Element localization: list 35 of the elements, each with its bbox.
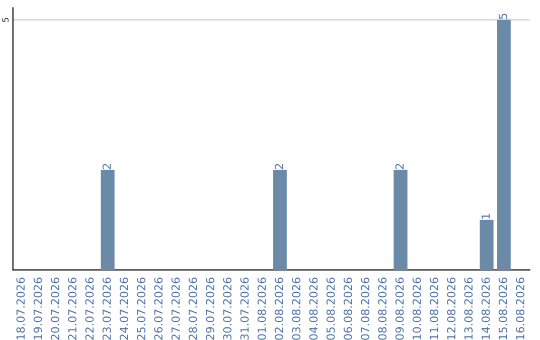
x-tick-label: 23.07.2026 [102,278,111,340]
data-label: 1 [482,214,490,219]
x-tick-label: 29.07.2026 [206,278,214,340]
x-tick-label: 12.08.2026 [447,278,456,340]
x-tick-label: 31.07.2026 [240,278,249,340]
x-tick-label: 22.07.2026 [85,278,94,340]
x-tick-label: 28.07.2026 [188,278,198,340]
data-label: 2 [102,164,111,170]
x-tick-label: 03.08.2026 [292,278,300,340]
x-tick-label: 14.08.2026 [481,278,490,340]
x-tick-label: 09.08.2026 [395,278,404,340]
x-tick-label: 08.08.2026 [378,278,387,340]
x-tick-label: 25.07.2026 [136,278,146,340]
x-tick-label: 16.08.2026 [516,278,524,340]
x-tick-label: 24.07.2026 [120,278,128,340]
x-tick-label: 21.07.2026 [68,278,76,340]
x-tick-label: 10.08.2026 [412,278,421,340]
x-tick-label: 19.07.2026 [34,278,42,340]
x-tick-label: 05.08.2026 [326,278,335,340]
x-tick-label: 27.07.2026 [171,278,180,340]
x-tick-label: 18.07.2026 [16,278,25,340]
x-tick-label: 01.08.2026 [258,278,266,340]
data-label: 5 [498,14,508,19]
x-tick-label: 11.08.2026 [430,278,438,340]
data-label: 2 [395,164,404,170]
x-tick-label: 30.07.2026 [223,278,232,340]
x-tick-label: 02.08.2026 [274,278,284,340]
x-tick-label: 04.08.2026 [309,278,318,340]
x-tick-label: 07.08.2026 [360,278,370,340]
x-tick-label: 26.07.2026 [154,278,163,340]
x-tick-label: 13.08.2026 [464,278,473,340]
x-tick-label: 06.08.2026 [344,278,352,340]
data-label: 2 [274,164,284,170]
x-tick-label: 20.07.2026 [50,278,60,340]
x-tick-label: 15.08.2026 [498,278,508,340]
